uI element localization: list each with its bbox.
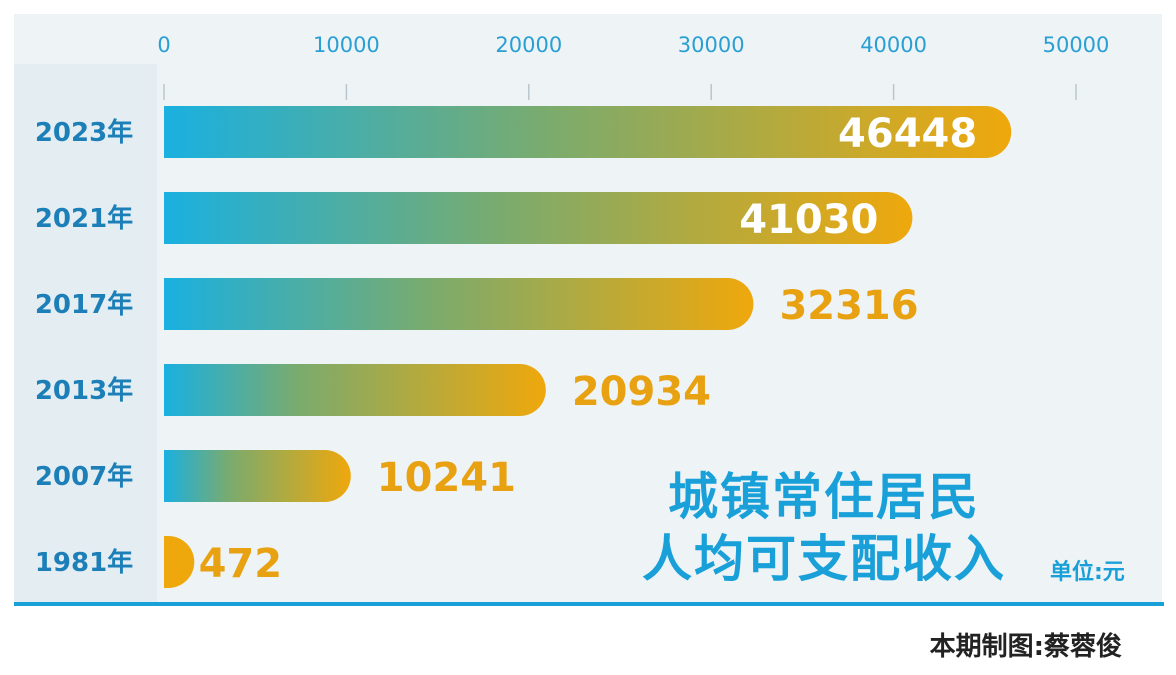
bar (164, 364, 546, 416)
chart-title-line-2: 人均可支配收入 (642, 530, 1006, 588)
x-tick-label: 10000 (313, 33, 380, 57)
credit-text: 本期制图:蔡蓉俊 (929, 632, 1122, 662)
x-tick-label: 40000 (860, 33, 927, 57)
value-label: 32316 (779, 283, 918, 329)
bar-chart: 0 10000 20000 30000 40000 50000 2023年 46448 2021… (14, 33, 1110, 606)
chart-title: 城镇常住居民 人均可支配收入 (614, 466, 1034, 590)
value-label: 20934 (572, 369, 711, 415)
chart-panel: 0 10000 20000 30000 40000 50000 2023年 46448 2021… (14, 14, 1162, 606)
label-gutter (14, 64, 157, 606)
bar (164, 536, 195, 588)
value-label: 41030 (739, 197, 878, 243)
x-tick-label: 50000 (1043, 33, 1110, 57)
bar (164, 450, 351, 502)
category-label: 2013年 (35, 375, 133, 406)
bar (164, 106, 1012, 158)
chart-title-line-1: 城镇常住居民 (668, 468, 980, 526)
category-label: 2007年 (35, 461, 133, 492)
bottom-divider (14, 602, 1164, 606)
category-label: 1981年 (35, 547, 133, 578)
bar (164, 278, 754, 330)
value-label: 472 (199, 541, 283, 587)
x-tick-label: 0 (157, 33, 170, 57)
x-tick-label: 30000 (678, 33, 745, 57)
value-label: 10241 (377, 455, 516, 501)
category-label: 2023年 (35, 117, 133, 148)
x-tick-label: 20000 (495, 33, 562, 57)
value-label: 46448 (838, 111, 977, 157)
category-label: 2021年 (35, 203, 133, 234)
bar (164, 192, 913, 245)
category-label: 2017年 (35, 289, 133, 320)
unit-label: 单位:元 (1050, 560, 1125, 585)
